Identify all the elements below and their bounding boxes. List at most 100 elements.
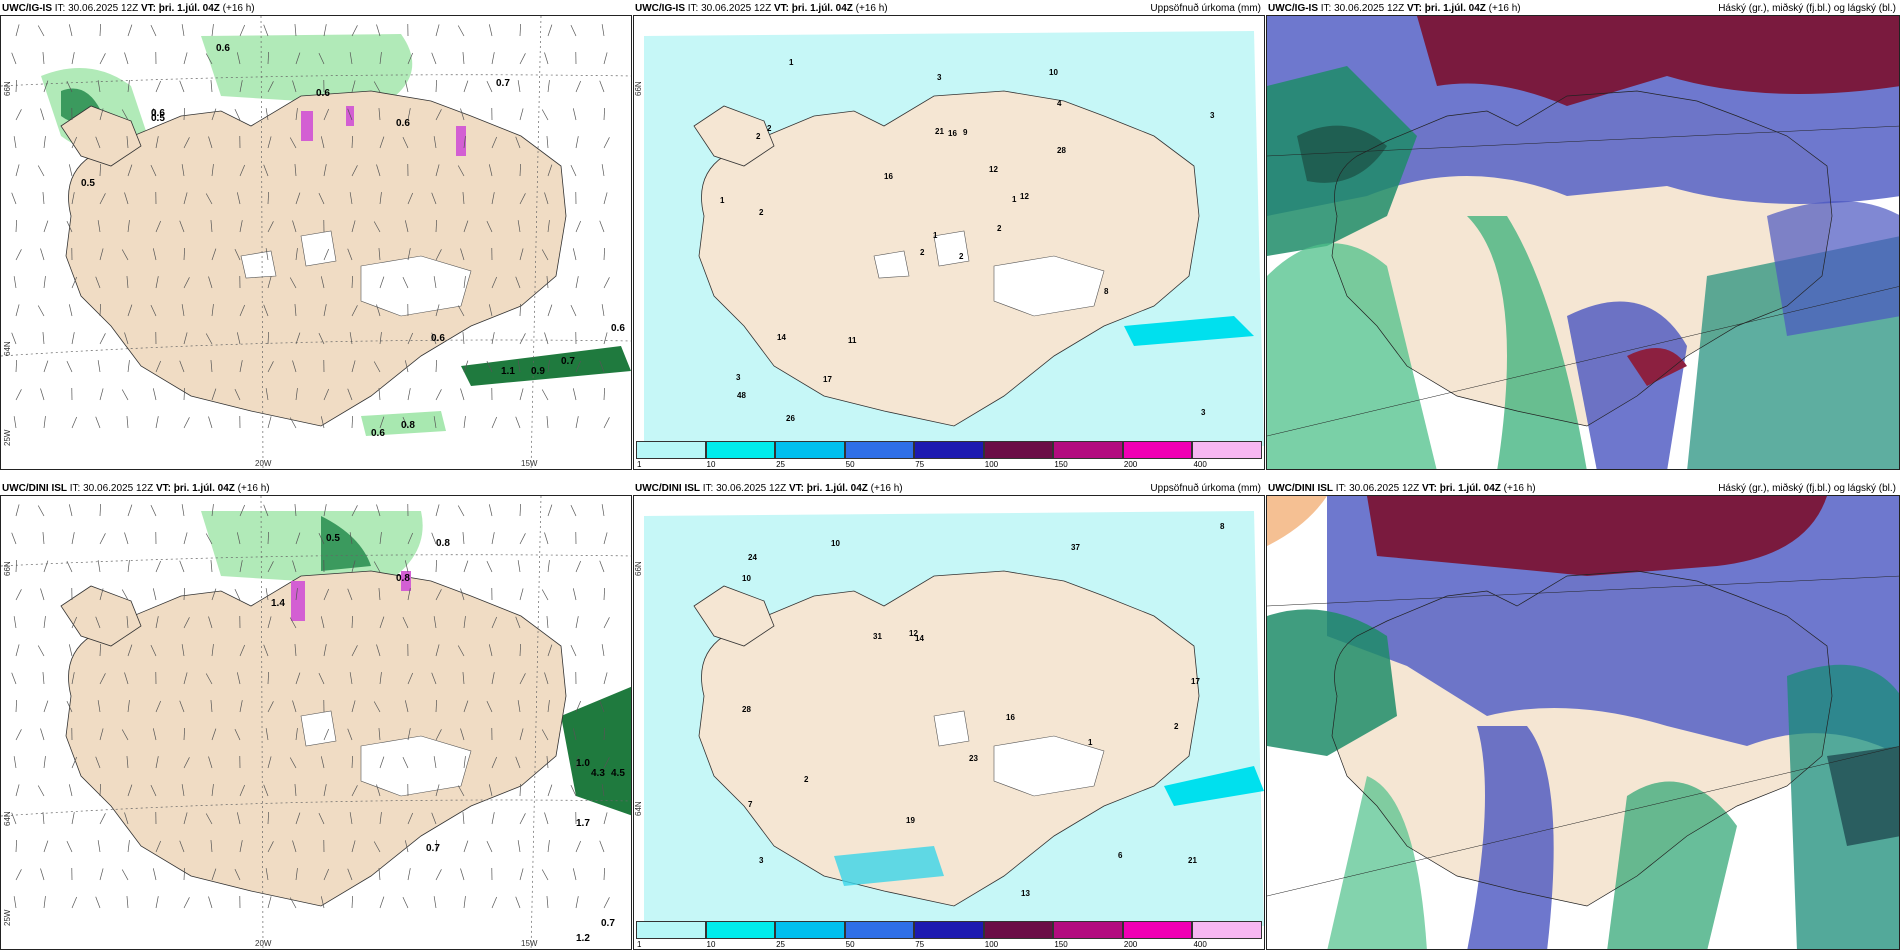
- wind-barb: [40, 728, 45, 741]
- wind-barb: [351, 645, 358, 657]
- map-frame[interactable]: 0.5 0.8 0.8 1.4 4.3 4.5 1.0 1.7 0.7 0.7 …: [0, 495, 632, 950]
- longitude-line: [260, 496, 264, 949]
- wind-barb: [575, 700, 582, 713]
- precip-value: 10: [742, 574, 751, 583]
- precip-value: 3: [736, 373, 741, 382]
- wind-barb: [601, 504, 605, 517]
- wind-barb: [126, 896, 129, 909]
- wind-barb: [402, 896, 409, 909]
- wind-barb: [431, 52, 437, 65]
- precip-value: 2: [756, 132, 761, 141]
- wind-barb: [71, 896, 78, 909]
- latitude-line: [1, 339, 631, 357]
- coastline: [1331, 90, 1833, 427]
- wind-barb: [68, 504, 73, 517]
- wind-barb: [42, 532, 45, 545]
- wind-barb: [15, 839, 17, 853]
- wind-barb: [295, 868, 298, 881]
- wind-barb: [43, 416, 46, 429]
- wind-barb: [71, 532, 75, 545]
- lat-label: 25W: [3, 429, 12, 446]
- wind-barb: [150, 164, 157, 177]
- wind-barb: [603, 332, 608, 345]
- wind-barb: [404, 700, 409, 713]
- wind-barb: [318, 672, 325, 685]
- wind-barb: [379, 812, 382, 825]
- precip-value: 10: [831, 539, 840, 548]
- wind-barb: [546, 136, 549, 149]
- latitude-line: [1267, 575, 1899, 607]
- map-frame[interactable]: 1 2 3 10 14 6 7 37 31 13 10 28 24 21 19 17 23 16 12 2 8 66N …: [633, 495, 1265, 950]
- wind-barb: [236, 532, 241, 545]
- lat-label: 66N: [634, 81, 643, 96]
- wind-barb: [292, 840, 297, 853]
- wind-barb: [402, 616, 409, 629]
- wind-barb: [15, 869, 22, 881]
- wind-barb: [183, 107, 185, 121]
- wind-barb: [126, 756, 129, 769]
- colorbar-swatch: [1122, 921, 1193, 939]
- wind-barb: [68, 784, 73, 797]
- wind-barb: [97, 560, 101, 573]
- wind-barb: [491, 52, 495, 65]
- wind-barb: [95, 416, 101, 429]
- wind-barb: [519, 868, 524, 881]
- wind-barb: [152, 108, 157, 121]
- wind-barb: [155, 80, 162, 93]
- wind-barb: [295, 728, 298, 741]
- glacier: [300, 710, 337, 747]
- precip-value: 28: [742, 705, 751, 714]
- precip-area: [561, 686, 631, 816]
- wind-barb: [40, 868, 45, 881]
- wind-barb: [99, 673, 106, 685]
- wind-barb: [404, 560, 409, 573]
- panel-precip-acc-dini: UWC/DINI ISL IT: 30.06.2025 12Z VT: þri.…: [633, 480, 1265, 950]
- wind-barb: [181, 24, 185, 37]
- wind-barb: [267, 361, 274, 373]
- panel-title: UWC/IG-IS IT: 30.06.2025 12Z VT: þri. 1.…: [635, 3, 888, 14]
- wind-barb: [515, 616, 521, 629]
- wind-barb: [267, 51, 269, 65]
- wind-barb: [127, 840, 130, 853]
- wind-barb: [37, 25, 45, 37]
- wind-barb: [376, 784, 381, 797]
- precip-value: 21: [1188, 856, 1197, 865]
- wind-barb: [519, 588, 524, 601]
- wind-barb: [547, 784, 553, 797]
- wind-barb: [15, 109, 22, 121]
- wind-barb: [267, 561, 274, 573]
- colorbar: 1 10 25 50 75 100 150 200 400: [636, 441, 1262, 469]
- wind-barb: [547, 840, 550, 853]
- wind-barb: [463, 416, 466, 429]
- map-frame[interactable]: [1266, 15, 1900, 470]
- wind-barb: [603, 812, 608, 825]
- wind-barb: [239, 220, 243, 233]
- precip-value: 3: [1210, 111, 1215, 120]
- map-frame[interactable]: 2 2 1 3 1 11 10 9 4 2 1 3 2 3 2 28 26 21 12 14 16 48 17 16 12 8 2 3…: [633, 15, 1265, 470]
- wind-barb: [488, 644, 493, 657]
- wind-barb: [463, 700, 469, 713]
- wind-barb: [267, 136, 272, 149]
- wind-barb: [205, 813, 213, 825]
- wind-barb: [211, 504, 214, 517]
- high-cloud: [1267, 496, 1327, 546]
- wind-barb: [463, 80, 469, 93]
- wind-barb: [486, 700, 493, 713]
- wind-barb: [435, 79, 437, 93]
- map-frame[interactable]: 0.6 0.5 0.6 0.5 0.6 0.7 0.6 0.6 0.7 1.1 …: [0, 15, 632, 470]
- wind-barb: [97, 360, 101, 373]
- wind-barb: [99, 108, 104, 121]
- wind-barb: [407, 728, 411, 741]
- wind-barb: [603, 137, 610, 149]
- panel-title: UWC/IG-IS IT: 30.06.2025 12Z VT: þri. 1.…: [1268, 3, 1521, 14]
- map-frame[interactable]: [1266, 495, 1900, 950]
- wind-barb: [519, 783, 521, 797]
- value-label: 0.6: [431, 333, 445, 344]
- wind-barb: [265, 388, 269, 401]
- wind-barb: [515, 136, 521, 149]
- land-westfjords: [60, 105, 142, 167]
- wind-barb: [66, 840, 73, 853]
- precip-value: 2: [997, 224, 1002, 233]
- precip-value: 48: [737, 391, 746, 400]
- wind-barb: [435, 644, 440, 657]
